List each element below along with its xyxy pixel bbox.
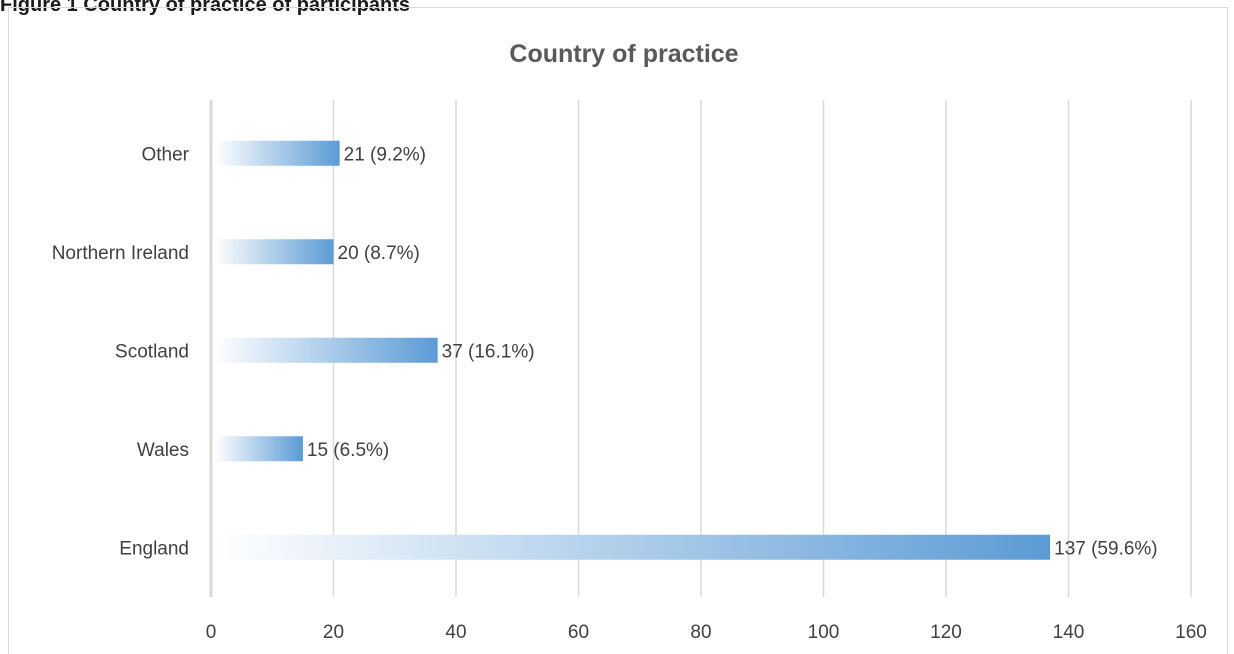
data-label: 15 (6.5%) xyxy=(307,440,389,461)
category-label: Wales xyxy=(137,440,189,461)
figure-caption: Figure 1 Country of practice of particip… xyxy=(0,0,411,16)
bar xyxy=(215,436,303,462)
bars xyxy=(215,140,1051,560)
data-label: 137 (59.6%) xyxy=(1054,538,1158,559)
category-label: Other xyxy=(141,144,189,165)
x-tick-label: 40 xyxy=(445,622,466,643)
x-tick-label: 60 xyxy=(568,622,589,643)
chart-title: Country of practice xyxy=(509,40,738,68)
x-tick-label: 120 xyxy=(930,622,962,643)
bar xyxy=(215,239,334,265)
data-label: 37 (16.1%) xyxy=(442,341,535,362)
data-label: 20 (8.7%) xyxy=(338,243,420,264)
x-tick-label: 160 xyxy=(1175,622,1207,643)
bar xyxy=(215,337,438,363)
category-label: Scotland xyxy=(115,341,189,362)
chart-frame xyxy=(8,7,1228,654)
category-label: England xyxy=(119,538,189,559)
category-label: Northern Ireland xyxy=(52,243,189,264)
bar xyxy=(215,534,1051,560)
labels: 0 20 40 60 80 100 120 140 160 England 137 (59.6%) W… xyxy=(52,144,1207,643)
x-tick-label: 80 xyxy=(690,622,711,643)
data-label: 21 (9.2%) xyxy=(344,144,426,165)
x-tick-label: 0 xyxy=(206,622,217,643)
bar xyxy=(215,140,340,166)
x-tick-label: 100 xyxy=(808,622,840,643)
x-tick-label: 20 xyxy=(323,622,344,643)
x-tick-label: 140 xyxy=(1053,622,1085,643)
